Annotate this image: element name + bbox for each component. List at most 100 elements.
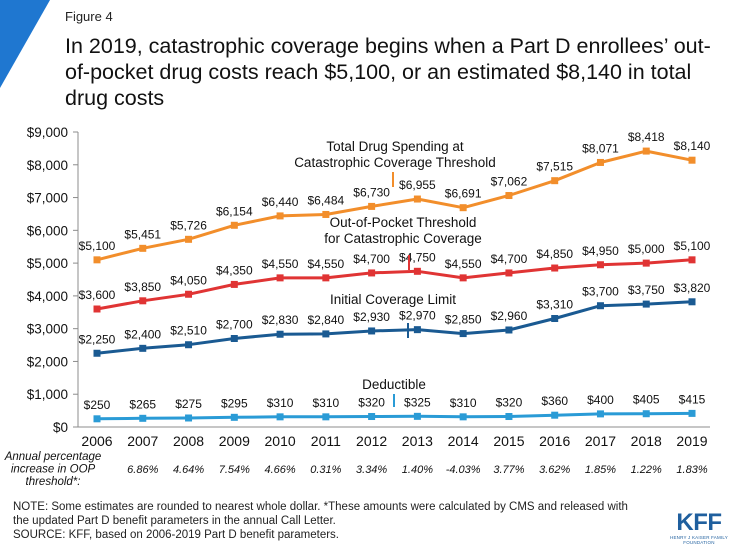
data-point [185,290,193,298]
kff-logo: KFF HENRY J KAISER FAMILY FOUNDATION [668,511,730,546]
data-point [230,280,238,288]
data-point [93,349,101,357]
note-line-1: NOTE: Some estimates are rounded to near… [13,501,628,513]
data-label: $6,691 [445,187,482,201]
row-label: threshold*: [26,476,81,488]
data-label: $4,850 [536,247,573,261]
annual-increase-value: 3.77% [493,464,524,476]
annual-increase-value: 1.85% [585,464,616,476]
data-point [185,414,193,422]
annual-increase-value: 7.54% [219,464,250,476]
data-label: $2,850 [445,313,482,327]
data-point [596,261,604,269]
data-point [93,256,101,264]
data-point [551,411,559,419]
data-label: $6,484 [307,193,344,207]
data-point [139,297,147,305]
y-tick-label: $0 [53,420,68,435]
row-label: increase in OOP [11,464,96,476]
annual-increase-value: 4.66% [264,464,295,476]
data-point [139,244,147,252]
line-chart: $0 $1,000 $2,000 $3,000 $4,000 $5,000 $6,000 $7… [4,125,711,488]
series-line [96,258,693,311]
series-name-label: Deductible [362,377,426,392]
data-label: $5,100 [674,239,711,253]
data-point [413,326,421,334]
data-label: $265 [129,397,156,411]
data-label: $4,050 [170,273,207,287]
data-label: $2,830 [262,313,299,327]
x-tick-label: 2009 [219,433,250,449]
data-label: $5,100 [79,239,116,253]
data-label: $4,350 [216,263,253,277]
series-name-label: for Catastrophic Coverage [324,231,482,246]
data-label: $4,750 [399,250,436,264]
data-point [459,330,467,338]
annual-increase-value: 1.22% [631,464,662,476]
data-label: $4,550 [307,257,344,271]
annual-increase-value: -4.03% [446,464,481,476]
data-label: $8,418 [628,130,665,144]
row-label: Annual percentage [4,451,102,463]
data-label: $310 [450,396,477,410]
data-point [93,415,101,423]
x-tick-label: 2019 [676,433,707,449]
data-label: $8,071 [582,141,619,155]
annual-increase-value: 4.64% [173,464,204,476]
data-label: $5,726 [170,218,207,232]
data-point [688,256,696,264]
data-label: $4,550 [262,257,299,271]
series-name-label: Total Drug Spending at [326,139,464,154]
data-label: $275 [175,397,202,411]
data-label: $2,840 [307,313,344,327]
logo-subtitle: HENRY J KAISER FAMILY FOUNDATION [670,535,728,545]
series-line [96,300,693,355]
data-label: $360 [541,394,568,408]
x-tick-label: 2013 [402,433,433,449]
y-tick-label: $9,000 [27,125,68,140]
annual-increase-value: 3.34% [356,464,387,476]
data-point [596,158,604,166]
data-point [185,341,193,349]
data-point [230,221,238,229]
data-point [413,195,421,203]
data-label: $2,700 [216,318,253,332]
data-label: $4,950 [582,244,619,258]
data-point [276,212,284,220]
y-tick-label: $1,000 [27,387,68,402]
data-point [505,269,513,277]
data-point [551,315,559,323]
data-point [413,267,421,275]
data-label: $250 [84,398,111,412]
data-label: $415 [679,392,706,406]
x-tick-label: 2016 [539,433,570,449]
data-label: $4,700 [491,252,528,266]
y-tick-label: $4,000 [27,289,68,304]
data-label: $5,451 [124,227,161,241]
corner-accent [0,0,50,88]
x-tick-label: 2006 [81,433,112,449]
x-tick-label: 2011 [311,433,341,449]
annual-increase-value: 3.62% [539,464,570,476]
data-point [505,326,513,334]
data-label: $320 [496,396,523,410]
data-point [459,204,467,212]
data-point [642,147,650,155]
data-point [596,302,604,310]
series-name-label: Out-of-Pocket Threshold [330,215,477,230]
data-label: $3,850 [124,280,161,294]
data-point [551,264,559,272]
x-tick-label: 2014 [448,433,479,449]
figure-label: Figure 4 [65,9,113,24]
data-label: $6,154 [216,204,253,218]
annual-increase-value: 1.83% [676,464,707,476]
data-point [505,192,513,200]
y-tick-label: $6,000 [27,223,68,238]
data-point [551,177,559,185]
data-point [322,330,330,338]
data-point [276,274,284,282]
data-point [368,327,376,335]
source-line: SOURCE: KFF, based on 2006-2019 Part D b… [13,529,339,541]
series-line [96,411,693,421]
data-point [642,410,650,418]
